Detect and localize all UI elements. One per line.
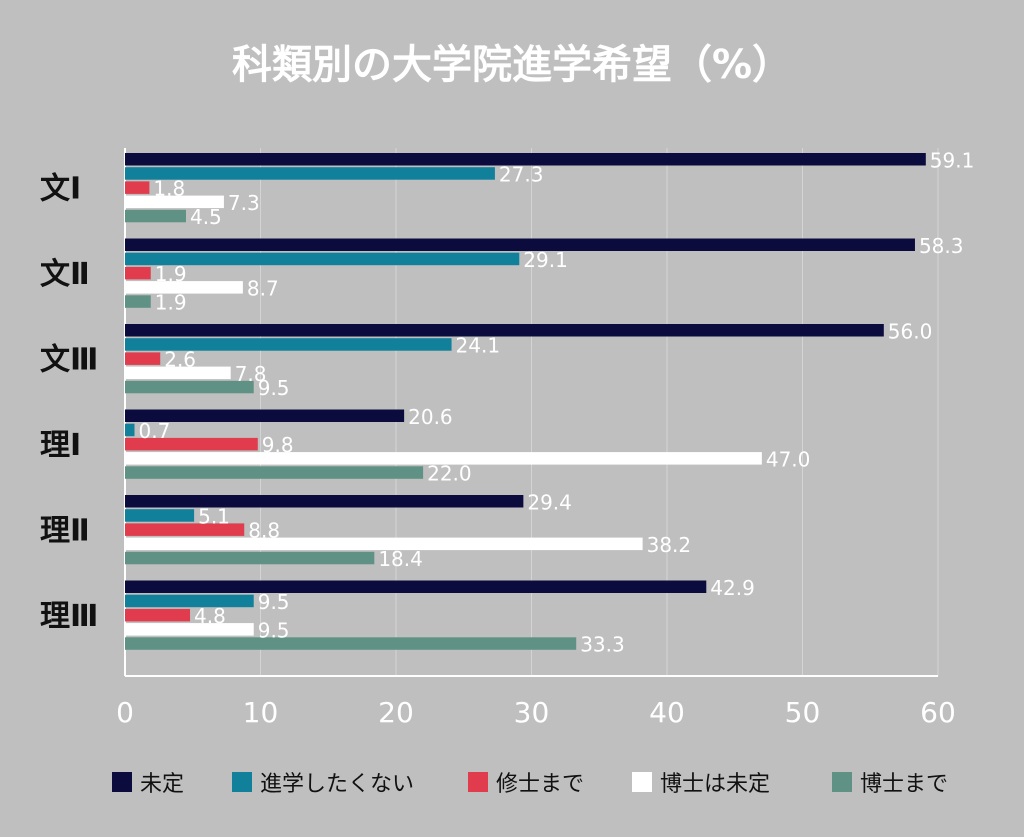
category-label: 理Ⅲ [40, 599, 98, 634]
category-label: 理Ⅱ [40, 514, 90, 549]
data-label: 29.4 [527, 490, 572, 514]
bar [125, 409, 405, 422]
bar [125, 181, 150, 194]
legend-label: 未定 [140, 772, 184, 797]
bar [125, 324, 884, 337]
bar [125, 437, 258, 451]
bar [125, 594, 254, 608]
data-label: 4.5 [190, 205, 222, 229]
legend-swatch [468, 772, 488, 792]
data-label: 58.3 [919, 234, 964, 258]
bar [125, 523, 245, 536]
bar [125, 281, 243, 294]
data-label: 22.0 [427, 462, 472, 486]
legend-swatch [232, 772, 252, 792]
legend-label: 博士まで [860, 772, 948, 797]
data-label: 2.6 [164, 348, 196, 372]
bar [125, 537, 643, 551]
data-label: 18.4 [378, 547, 423, 571]
bar [125, 338, 452, 351]
data-label: 24.1 [456, 333, 501, 357]
x-axis-ticks: 0 10 20 30 40 50 60 [116, 696, 956, 729]
data-label: 59.1 [930, 148, 975, 172]
x-tick-label: 40 [649, 696, 685, 729]
bar [125, 580, 707, 593]
bar [125, 466, 424, 479]
bars [125, 153, 926, 650]
x-tick-label: 60 [920, 696, 956, 729]
data-label: 7.8 [235, 362, 267, 386]
bar [125, 509, 195, 522]
data-label: 5.1 [198, 504, 230, 528]
bar [125, 167, 495, 180]
legend-swatch [632, 772, 652, 792]
data-label: 0.7 [138, 419, 170, 443]
bar [125, 637, 577, 650]
bar [125, 295, 151, 308]
data-label: 8.8 [248, 519, 280, 543]
data-label: 1.9 [155, 262, 187, 286]
data-label: 1.9 [155, 291, 187, 315]
bar [125, 366, 231, 380]
data-label: 42.9 [710, 576, 755, 600]
bar [125, 238, 915, 251]
bar [125, 352, 161, 365]
data-label: 7.3 [228, 191, 260, 215]
data-label: 9.5 [258, 590, 290, 614]
legend-swatch [112, 772, 132, 792]
data-label: 1.8 [153, 177, 185, 201]
legend-label: 進学したくない [260, 772, 414, 797]
legend-label: 修士まで [496, 772, 584, 797]
bar [125, 380, 254, 394]
bar [125, 195, 224, 209]
data-label: 47.0 [766, 447, 811, 471]
grid-lines [124, 148, 939, 677]
data-label: 8.7 [247, 276, 279, 300]
data-label: 4.8 [194, 604, 226, 628]
bar [125, 266, 151, 280]
category-label: 文Ⅰ [40, 172, 81, 207]
data-label: 38.2 [647, 533, 692, 557]
bar [125, 623, 254, 636]
bar [125, 608, 191, 622]
data-label: 29.1 [523, 248, 568, 272]
data-label: 20.6 [408, 405, 453, 429]
bar [125, 153, 926, 166]
bar [125, 551, 375, 565]
bar [125, 423, 135, 437]
legend: 未定 進学したくない 修士まで 博士は未定 博士まで [112, 772, 948, 797]
x-tick-label: 50 [785, 696, 821, 729]
x-tick-label: 0 [116, 696, 134, 729]
category-label: 理Ⅰ [40, 428, 81, 463]
data-label: 9.5 [258, 376, 290, 400]
bar [125, 452, 762, 465]
bar [125, 495, 524, 508]
data-label: 27.3 [499, 162, 544, 186]
x-tick-label: 10 [243, 696, 279, 729]
data-label: 33.3 [580, 633, 625, 657]
category-label: 文Ⅲ [40, 343, 98, 378]
category-labels: 文Ⅰ 文Ⅱ 文Ⅲ 理Ⅰ 理Ⅱ 理Ⅲ [40, 172, 98, 635]
x-tick-label: 20 [378, 696, 414, 729]
legend-swatch [832, 772, 852, 792]
bar [125, 252, 520, 266]
bar [125, 209, 186, 223]
value-labels: 59.1 27.3 1.8 7.34.5 58.3 29.1 1.9 8.7 1.9 56.0 24… [138, 148, 974, 656]
data-label: 9.8 [262, 433, 294, 457]
category-label: 文Ⅱ [40, 257, 90, 292]
data-label: 9.5 [258, 618, 290, 642]
data-label: 56.0 [888, 319, 933, 343]
x-tick-label: 30 [514, 696, 550, 729]
chart-title: 科類別の大学院進学希望（%） [232, 42, 792, 88]
legend-label: 博士は未定 [660, 772, 770, 797]
